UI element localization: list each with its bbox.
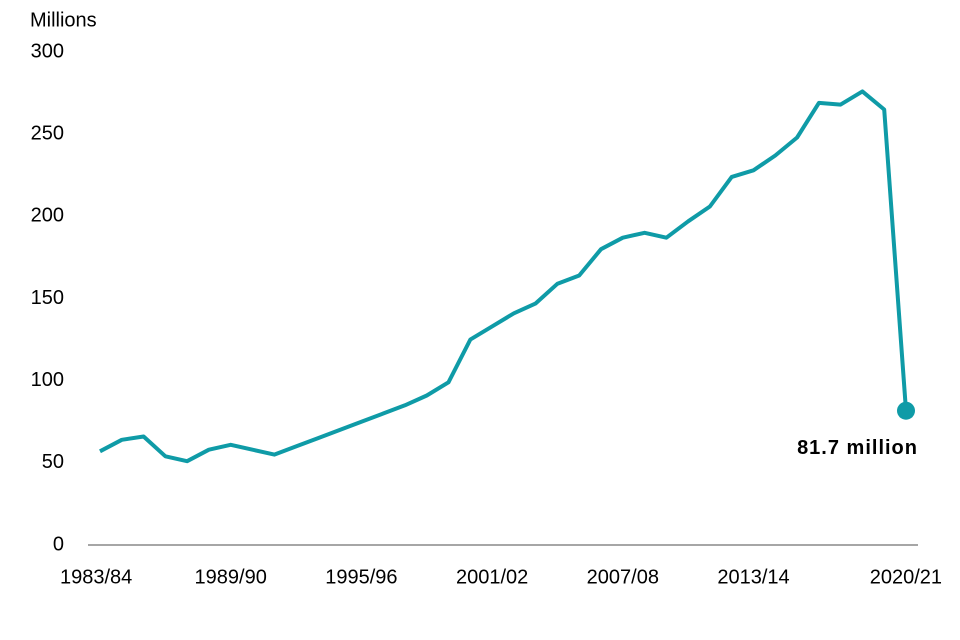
y-tick-label: 150: [31, 287, 64, 309]
x-tick-label: 2007/08: [587, 566, 659, 588]
data-point: [897, 401, 915, 420]
y-tick-label: 300: [31, 40, 64, 62]
data-label: 81.7 million: [797, 437, 918, 459]
data-line: [99, 89, 908, 464]
x-tick-label: 2013/14: [717, 566, 789, 588]
x-tick-label: 1983/84: [60, 566, 132, 588]
x-tick-label: 2001/02: [456, 566, 528, 588]
y-axis-title: Millions: [30, 9, 97, 31]
y-tick-label: 50: [42, 451, 64, 473]
y-tick-label: 250: [31, 122, 64, 144]
x-tick-label: 1995/96: [325, 566, 397, 588]
y-tick-label: 0: [53, 533, 64, 555]
y-tick-label: 100: [31, 369, 64, 391]
x-tick-label: 2020/21: [870, 566, 942, 588]
x-tick-label: 1989/90: [195, 566, 267, 588]
y-tick-label: 200: [31, 205, 64, 227]
